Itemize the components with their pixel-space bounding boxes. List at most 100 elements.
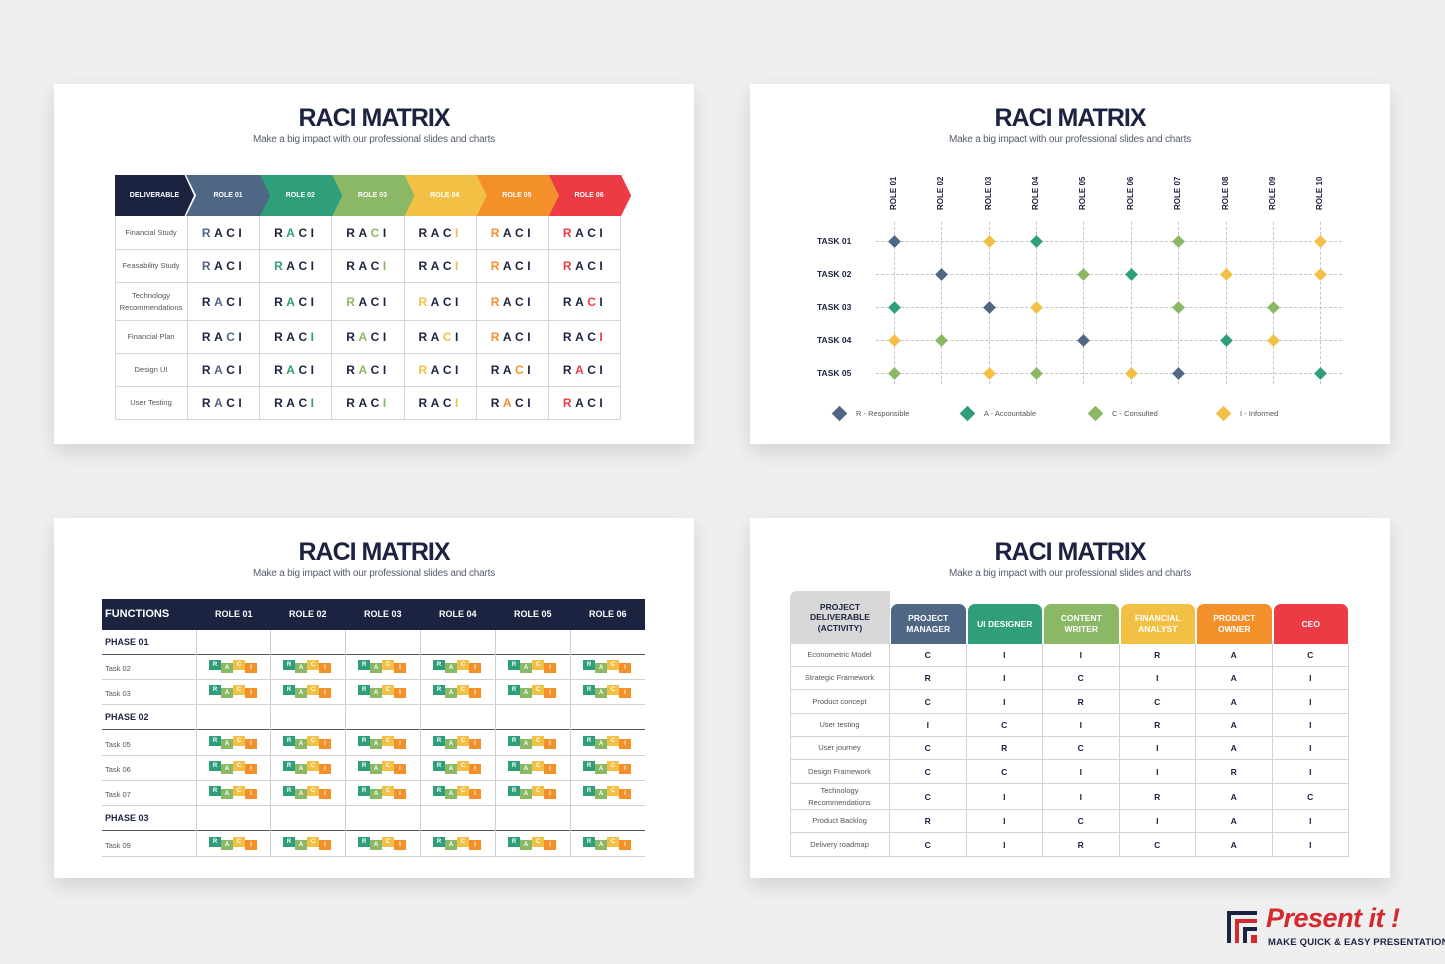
raci-badge-i: I bbox=[394, 739, 406, 749]
row-label-cell: Design UI bbox=[115, 354, 188, 387]
row-label-cell: Technology Recommendations bbox=[115, 283, 188, 321]
legend-marker-i bbox=[1215, 405, 1232, 422]
raci-letter-r: R bbox=[201, 330, 215, 344]
raci-letter-r: R bbox=[346, 259, 359, 273]
raci-cell: RACI bbox=[188, 283, 261, 321]
raci-marker-c bbox=[1029, 366, 1043, 380]
raci-badge-i: I bbox=[394, 764, 406, 774]
raci-letter-a: A bbox=[502, 363, 516, 377]
role-column-label: ROLE 04 bbox=[1031, 176, 1040, 210]
activity-label: Product concept bbox=[812, 696, 867, 706]
raci-badge-c: C bbox=[233, 736, 245, 746]
phase-label: PHASE 02 bbox=[105, 712, 149, 722]
raci-badge-a: A bbox=[221, 764, 233, 774]
raci-value-cell: A bbox=[1196, 714, 1273, 737]
raci-letter-a: A bbox=[430, 330, 443, 344]
raci-badge-r: R bbox=[433, 660, 445, 670]
raci-badge-i: I bbox=[394, 789, 406, 799]
raci-letter-a: A bbox=[430, 294, 443, 309]
raci-letter-a: A bbox=[214, 259, 227, 273]
brand-name: Present it ! bbox=[1266, 903, 1400, 933]
legend-marker-a bbox=[959, 405, 976, 422]
raci-letters: RACI bbox=[346, 396, 389, 410]
raci-letters: RACI bbox=[274, 259, 317, 273]
raci-letter-r: R bbox=[490, 225, 503, 240]
raci-value-cell: I bbox=[1119, 810, 1196, 833]
raci-cell: RACI bbox=[549, 321, 622, 354]
raci-badge-r: R bbox=[209, 660, 221, 670]
grid-vline bbox=[941, 222, 942, 384]
raci-badge-i: I bbox=[544, 764, 556, 774]
task-row-label: TASK 05 bbox=[817, 368, 852, 378]
column-separator bbox=[420, 630, 421, 857]
raci-badge-r: R bbox=[283, 736, 295, 746]
raci-badge-a: A bbox=[370, 764, 382, 774]
raci-value-cell: I bbox=[1043, 760, 1120, 784]
raci-letter-a: A bbox=[286, 294, 299, 309]
raci-badge-a: A bbox=[370, 840, 382, 850]
raci-badge-a: A bbox=[295, 789, 307, 799]
raci-badge-r: R bbox=[433, 786, 445, 796]
slide-raci-diamond-grid: RACI MATRIX Make a big impact with our p… bbox=[750, 84, 1390, 444]
raci-badge-c: C bbox=[382, 736, 394, 746]
raci-letter-i: I bbox=[238, 363, 246, 377]
raci-badge-i: I bbox=[394, 663, 406, 673]
raci-letters: RACI bbox=[419, 396, 462, 410]
raci-badge-c: C bbox=[607, 786, 619, 796]
role-column-label: ROLE 09 bbox=[1268, 176, 1277, 210]
raci-value-cell: A bbox=[1196, 833, 1273, 857]
raci-letter-a: A bbox=[286, 259, 299, 273]
phase-row: PHASE 03 bbox=[102, 806, 645, 831]
raci-badge-i: I bbox=[469, 764, 481, 774]
raci-badge-a: A bbox=[520, 764, 532, 774]
raci-badge-i: I bbox=[245, 739, 257, 749]
raci-badge-c: C bbox=[607, 736, 619, 746]
activity-label-cell: User testing bbox=[790, 714, 890, 737]
raci-letter-i: I bbox=[527, 294, 535, 309]
raci-value-cell: C bbox=[1043, 667, 1120, 690]
raci-letter-i: I bbox=[382, 363, 390, 377]
header-role-2: ROLE 02 bbox=[258, 175, 343, 216]
slide-subtitle: Make a big impact with our professional … bbox=[948, 134, 1192, 145]
phase-label: PHASE 01 bbox=[105, 637, 149, 647]
raci-letters: RACI bbox=[202, 396, 245, 410]
raci-badge-r: R bbox=[433, 837, 445, 847]
grid-hline bbox=[876, 373, 1342, 374]
task-label: Task 06 bbox=[105, 765, 131, 774]
raci-cell: RACI bbox=[476, 354, 549, 387]
raci-letter-i: I bbox=[455, 259, 462, 273]
raci-value-cell: R bbox=[1119, 644, 1196, 667]
raci-letter-r: R bbox=[490, 363, 503, 377]
raci-letter-c: C bbox=[226, 396, 239, 410]
raci-letter-i: I bbox=[310, 396, 318, 410]
raci-letter-c: C bbox=[370, 396, 383, 410]
raci-letter-a: A bbox=[214, 294, 227, 309]
raci-badge-c: C bbox=[457, 837, 469, 847]
raci-value-cell: I bbox=[890, 714, 967, 737]
raci-badge-i: I bbox=[544, 840, 556, 850]
activity-label: Delivery roadmap bbox=[810, 839, 869, 849]
raci-badge-c: C bbox=[532, 660, 544, 670]
raci-value-cell: R bbox=[890, 667, 967, 690]
raci-letter-c: C bbox=[442, 396, 456, 410]
raci-letter-a: A bbox=[358, 294, 371, 309]
raci-value-cell: C bbox=[890, 690, 967, 714]
activity-label: User testing bbox=[819, 720, 860, 730]
raci-marker-r bbox=[934, 267, 948, 281]
raci-badge-r: R bbox=[358, 761, 370, 771]
raci-marker-i bbox=[1029, 300, 1043, 314]
role-column-label: ROLE 03 bbox=[984, 176, 993, 210]
header-role: ROLE 02 bbox=[289, 609, 327, 619]
raci-letters: RACI bbox=[491, 259, 534, 273]
raci-letter-r: R bbox=[490, 259, 503, 273]
